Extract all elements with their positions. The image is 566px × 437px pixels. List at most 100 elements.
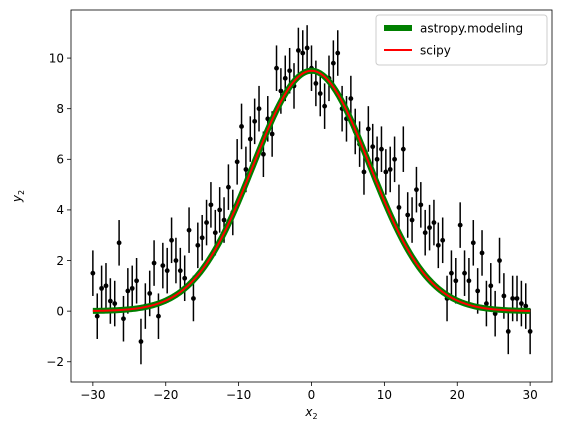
series-line-scipy [92,69,531,312]
data-point [409,217,415,223]
data-point [475,288,481,294]
data-point [182,275,188,281]
legend-label: scipy [420,44,451,58]
data-point [370,144,376,150]
data-point [247,136,253,142]
data-point [400,146,406,152]
y-tick-label: 10 [49,51,64,65]
legend: astropy.modeling scipy [375,14,548,66]
data-point [330,60,336,66]
data-point [99,285,105,291]
data-point [527,328,533,334]
x-tick-label: 10 [377,388,392,402]
data-point [186,227,192,233]
data-point [274,65,279,71]
data-point [195,242,201,248]
x-tick-label: 0 [308,388,316,402]
data-point [243,167,249,172]
data-point [204,220,209,225]
x-axis-label-base: x [304,405,313,419]
data-point [121,316,126,322]
data-point [295,48,301,53]
data-point [510,296,516,301]
data-point [261,151,266,157]
data-point [348,96,354,101]
data-point [322,103,328,109]
data-point [129,285,135,291]
data-point [470,240,476,246]
data-point [387,167,393,172]
data-point [440,237,446,243]
data-point [335,50,341,56]
data-point [501,293,507,299]
data-point [212,230,218,236]
data-point [414,187,419,193]
data-point [514,296,520,301]
data-point [431,220,437,225]
data-point [208,202,214,208]
y-tick-label: 2 [56,254,64,268]
y-tick-label: 6 [56,153,64,167]
data-point [256,106,262,112]
data-point [217,207,223,213]
data-point [365,126,371,132]
data-point [107,298,113,304]
data-point [422,230,428,236]
data-point [156,313,161,319]
plot-area [90,25,533,365]
data-point [435,242,441,248]
data-point [269,131,275,137]
data-point [497,258,502,263]
data-point [361,169,367,175]
legend-label: astropy.modeling [420,22,523,36]
data-point [462,270,467,276]
y-axis-label: y2 [10,190,26,203]
y-tick-label: −2 [46,355,64,369]
data-point [304,45,310,51]
x-tick-label: −10 [226,388,251,402]
y-tick-label: 4 [56,203,64,217]
data-point [479,250,485,256]
x-tick-label: −30 [80,388,105,402]
data-point [90,270,96,276]
data-point [392,156,397,162]
x-tick-label: 20 [450,388,465,402]
data-point [177,268,183,274]
data-point [484,301,489,306]
data-layer [90,25,533,365]
data-point [466,278,472,284]
data-point [383,169,389,175]
data-point [287,68,293,74]
data-point [449,270,454,276]
data-point [112,301,118,306]
y-axis-label-base: y [10,194,24,203]
data-point [164,268,170,274]
data-point [94,313,100,319]
data-point [457,222,463,228]
data-point [234,159,240,165]
data-point [226,184,231,190]
y-axis: −2 0 2 4 6 8 10 [46,51,71,369]
data-point [418,202,424,208]
legend-box [375,14,548,66]
y-tick-label: 0 [56,304,64,318]
data-point [523,303,529,309]
x-axis-label: x2 [304,405,317,421]
data-point [191,296,196,301]
data-point [405,212,411,218]
data-point [134,278,139,284]
data-point [317,91,323,96]
data-point [427,225,432,231]
data-point [488,283,494,289]
x-tick-label: −20 [153,388,178,402]
data-point [379,146,384,152]
data-point [125,288,131,294]
data-point [453,278,459,284]
y-tick-label: 8 [56,102,64,116]
data-point [505,328,511,334]
data-point [116,240,122,246]
data-point [147,291,153,296]
data-point [173,258,179,263]
